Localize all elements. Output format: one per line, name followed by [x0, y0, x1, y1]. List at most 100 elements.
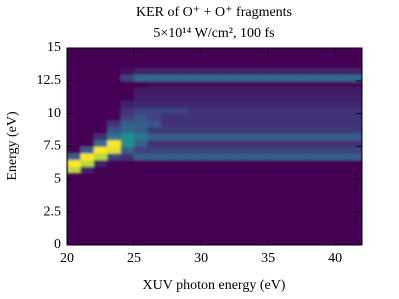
- heatmap-cell: [308, 166, 323, 174]
- heatmap-cell: [160, 80, 175, 88]
- heatmap-cell: [107, 139, 122, 147]
- heatmap-cell: [201, 67, 215, 75]
- heatmap-cell: [120, 87, 135, 95]
- heatmap-cell: [281, 107, 296, 115]
- heatmap-cell: [308, 113, 323, 121]
- heatmap-cell: [93, 133, 108, 141]
- heatmap-cell: [120, 107, 135, 115]
- heatmap-cell: [321, 159, 336, 167]
- heatmap-cell: [241, 74, 256, 82]
- heatmap-cell: [80, 80, 95, 88]
- chart-subtitle: 5×10¹⁴ W/cm², 100 fs: [153, 26, 274, 41]
- plot-frame: [66, 47, 363, 246]
- heatmap-cell: [67, 113, 81, 121]
- heatmap-cell: [308, 74, 323, 82]
- heatmap-cell: [268, 120, 283, 128]
- heatmap-cell: [241, 80, 256, 88]
- heatmap-cell: [254, 93, 269, 102]
- heatmap-cell: [134, 126, 148, 134]
- heatmap-cell: [241, 139, 256, 147]
- heatmap-cell: [201, 153, 215, 161]
- heatmap-cell: [160, 166, 175, 174]
- y-tick-label: 7.5: [44, 139, 62, 154]
- heatmap-cell: [174, 166, 189, 174]
- heatmap-cell: [227, 87, 242, 95]
- heatmap-cell: [321, 74, 336, 82]
- heatmap-cell: [227, 126, 242, 134]
- heatmap-cell: [107, 67, 122, 75]
- heatmap-cell: [294, 74, 309, 82]
- heatmap-cell: [214, 146, 229, 154]
- heatmap-cell: [268, 80, 283, 88]
- heatmap-cell: [80, 126, 95, 134]
- heatmap-cell: [174, 87, 189, 95]
- heatmap-cell: [174, 146, 189, 154]
- heatmap-cell: [335, 74, 350, 82]
- heatmap-cell: [187, 139, 202, 147]
- heatmap-cell: [174, 100, 189, 108]
- chart-title: KER of O⁺ + O⁺ fragments: [136, 5, 292, 20]
- heatmap-cell: [281, 113, 296, 121]
- heatmap-cell: [80, 159, 95, 167]
- heatmap-cell: [160, 93, 175, 102]
- heatmap-cell: [214, 120, 229, 128]
- heatmap-cell: [67, 100, 81, 108]
- heatmap-cell: [80, 133, 95, 141]
- heatmap-cell: [107, 126, 122, 134]
- y-tick-label: 0: [54, 237, 61, 252]
- heatmap-cell: [281, 120, 296, 128]
- heatmap-cell: [214, 107, 229, 115]
- heatmap-cell: [201, 126, 215, 134]
- heatmap-cell: [241, 159, 256, 167]
- heatmap-cell: [294, 139, 309, 147]
- heatmap-cell: [268, 159, 283, 167]
- heatmap-cell: [160, 120, 175, 128]
- heatmap-cell: [294, 153, 309, 161]
- heatmap-cell: [174, 80, 189, 88]
- y-tick-label: 12.5: [37, 73, 62, 88]
- heatmap-cell: [67, 67, 81, 75]
- heatmap-cell: [321, 166, 336, 174]
- heatmap-cell: [160, 139, 175, 147]
- heatmap-cell: [254, 126, 269, 134]
- heatmap-cell: [174, 107, 189, 115]
- heatmap-cell: [254, 100, 269, 108]
- heatmap-cell: [241, 126, 256, 134]
- heatmap-cell: [147, 146, 162, 154]
- heatmap-cell: [348, 87, 362, 95]
- heatmap-cell: [147, 93, 162, 102]
- heatmap-cell: [254, 107, 269, 115]
- heatmap-cell: [241, 146, 256, 154]
- heatmap-cell: [134, 87, 148, 95]
- heatmap-cell: [308, 87, 323, 95]
- heatmap-cell: [335, 126, 350, 134]
- heatmap-cell: [241, 166, 256, 174]
- heatmap-cell: [67, 74, 81, 82]
- heatmap-cell: [134, 133, 148, 141]
- heatmap-cell: [227, 159, 242, 167]
- heatmap-cell: [254, 87, 269, 95]
- heatmap-cell: [147, 120, 162, 128]
- heatmap-cell: [120, 74, 135, 82]
- heatmap-cell: [80, 74, 95, 82]
- heatmap-cell: [134, 67, 148, 75]
- heatmap-cell: [294, 100, 309, 108]
- heatmap-cell: [147, 126, 162, 134]
- heatmap-cell: [281, 159, 296, 167]
- heatmap-cell: [268, 67, 283, 75]
- heatmap-cell: [174, 126, 189, 134]
- heatmap-cell: [254, 133, 269, 141]
- heatmap-cell: [281, 133, 296, 141]
- heatmap-cell: [93, 67, 108, 75]
- heatmap-cell: [201, 100, 215, 108]
- heatmap-cell: [281, 100, 296, 108]
- heatmap-cell: [227, 100, 242, 108]
- heatmap-cell: [80, 87, 95, 95]
- heatmap-cell: [134, 74, 148, 82]
- heatmap-cell: [134, 159, 148, 167]
- heatmap-cell: [107, 120, 122, 128]
- heatmap-cell: [254, 74, 269, 82]
- heatmap-cell: [134, 153, 148, 161]
- heatmap-cell: [227, 139, 242, 147]
- heatmap-cell: [335, 166, 350, 174]
